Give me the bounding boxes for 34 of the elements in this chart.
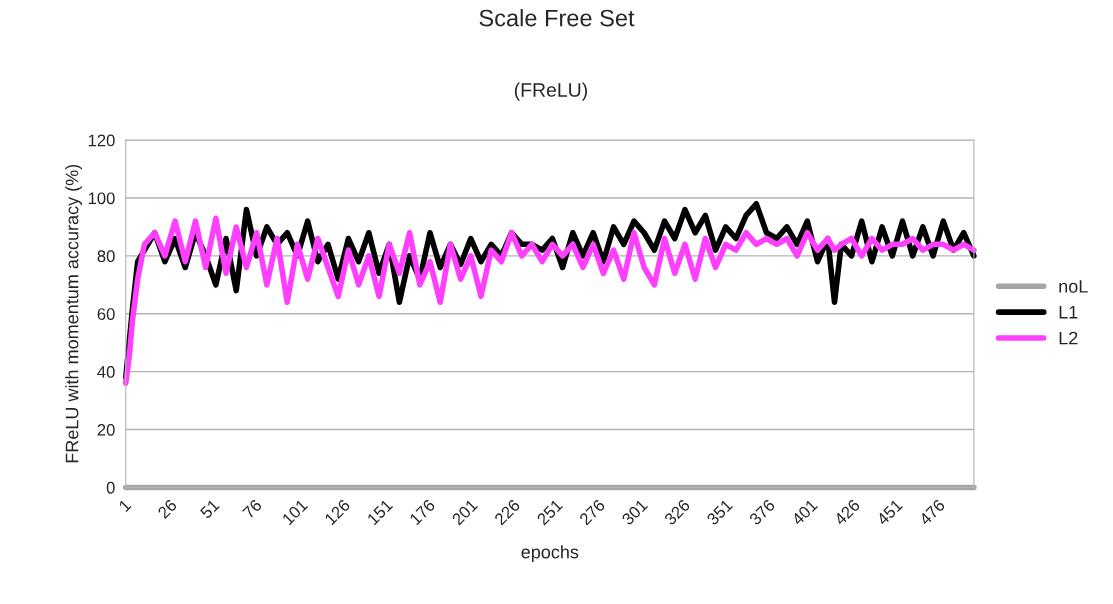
x-tick-label: 126 — [324, 498, 351, 526]
y-tick-label: 120 — [88, 134, 115, 147]
x-tick-label: 426 — [833, 498, 861, 526]
legend-label: noL — [1059, 280, 1088, 293]
x-tick-label: 276 — [578, 498, 606, 526]
legend-label: L1 — [1059, 306, 1078, 319]
x-tick-label: 326 — [663, 498, 691, 526]
x-tick-label: 51 — [199, 498, 220, 520]
x-tick-label: 451 — [875, 498, 904, 526]
legend-label: L2 — [1059, 331, 1078, 345]
y-tick-label: 0 — [106, 481, 115, 494]
chart-title: Scale Free Set — [479, 9, 635, 27]
y-tick-label: 60 — [97, 308, 115, 320]
x-tick-label: 251 — [536, 498, 564, 526]
x-tick-label: 26 — [157, 498, 178, 520]
y-tick-label: 40 — [97, 366, 115, 378]
y-axis-title: FReLU with momentum accuracy (%) — [65, 164, 82, 463]
x-tick-label: 176 — [409, 498, 436, 526]
x-tick-label: 301 — [621, 498, 649, 526]
chart-subtitle: (FReLU) — [514, 82, 587, 101]
x-axis-title: epochs — [521, 545, 579, 562]
x-tick-label: 101 — [281, 498, 309, 526]
y-tick-label: 80 — [97, 250, 115, 263]
y-tick-label: 20 — [97, 423, 115, 436]
y-tick-label: 100 — [88, 192, 115, 205]
x-tick-label: 476 — [918, 498, 946, 526]
x-tick-label: 401 — [790, 498, 819, 526]
x-tick-label: 151 — [366, 498, 394, 526]
x-tick-label: 1 — [118, 498, 132, 513]
x-tick-label: 201 — [451, 498, 479, 526]
x-tick-label: 351 — [706, 498, 734, 526]
x-tick-label: 76 — [242, 498, 263, 519]
x-tick-label: 226 — [493, 498, 521, 526]
x-tick-label: 376 — [748, 498, 776, 526]
